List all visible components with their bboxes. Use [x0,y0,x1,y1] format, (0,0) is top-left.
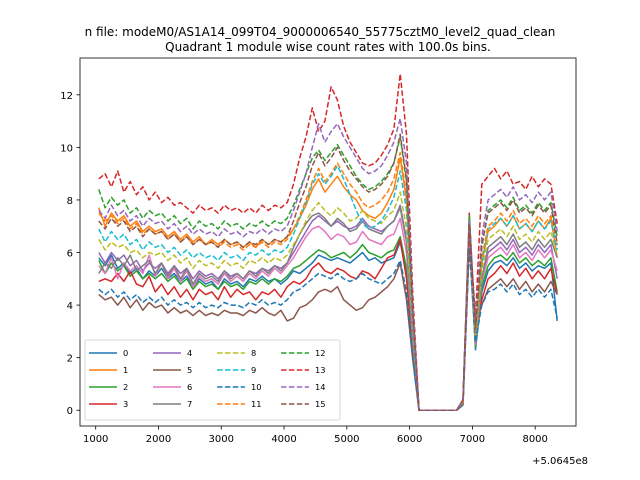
legend-label-15: 15 [315,399,326,409]
y-tick-label: 8 [67,196,73,207]
x-axis: 1000 2000 3000 4000 5000 6000 7000 8000 [83,426,548,445]
y-tick-label: 6 [67,249,73,260]
legend-label-12: 12 [315,348,326,358]
plot-area: 1000 2000 3000 4000 5000 6000 7000 8000 0246810… [60,57,588,467]
x-tick-label: 4000 [271,434,296,445]
y-tick-label: 0 [67,406,73,417]
legend-label-11: 11 [251,399,262,409]
y-tick-label: 2 [67,354,73,365]
legend-label-8: 8 [251,348,256,358]
legend-frame [84,339,341,421]
legend-label-9: 9 [251,365,256,375]
legend-label-6: 6 [187,382,192,392]
legend-label-2: 2 [123,382,128,392]
x-offset-label: +5.0645e8 [532,456,588,467]
x-tick-label: 7000 [460,434,485,445]
series-line-15 [98,133,558,411]
x-tick-label: 5000 [334,434,359,445]
axes-frame [79,57,577,427]
legend-label-10: 10 [251,382,262,392]
series-layer [98,73,558,411]
x-tick-label: 8000 [522,434,547,445]
legend-label-14: 14 [315,382,326,392]
y-tick-label: 12 [60,91,73,102]
legend-label-7: 7 [187,399,192,409]
legend-label-4: 4 [187,348,192,358]
axes-title: Quadrant 1 module wise count rates with … [165,40,491,54]
series-line-10 [98,246,558,411]
legend-label-13: 13 [315,365,326,375]
y-tick-label: 4 [67,301,73,312]
series-line-14 [98,117,558,411]
series-line-13 [98,73,558,411]
x-tick-label: 6000 [397,434,422,445]
legend-label-3: 3 [123,399,128,409]
x-tick-label: 3000 [209,434,234,445]
y-tick-label: 10 [60,143,73,154]
series-line-12 [98,136,558,411]
legend-label-5: 5 [187,365,192,375]
figure-suptitle: n file: modeM0/AS1A14_099T04_9000006540_… [85,25,556,39]
legend-label-1: 1 [123,365,128,375]
y-axis: 0 2 4 6 8 10 12 [60,91,80,417]
x-tick-label: 2000 [146,434,171,445]
series-line-11 [98,151,558,411]
legend-label-0: 0 [123,348,128,358]
x-tick-label: 1000 [83,434,108,445]
